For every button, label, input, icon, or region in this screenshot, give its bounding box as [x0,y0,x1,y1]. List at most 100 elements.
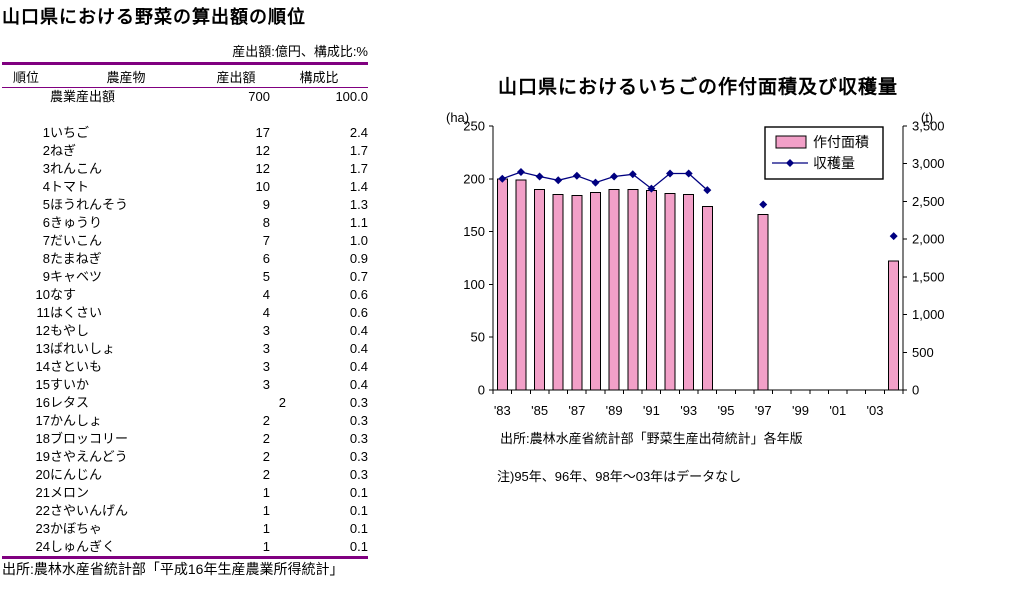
value-cell: 5 [262,269,270,284]
share-cell: 0.4 [349,377,368,392]
rank-cell: 14 [35,359,50,374]
crop-cell: すいか [50,377,90,392]
strawberry-chart-panel: 山口県におけるいちごの作付面積及び収穫量 (ha) (t) 250 200 150 100 5… [440,60,1032,500]
crop-cell: かんしょ [50,413,103,428]
value-cell: 9 [262,197,270,212]
right-tick-label: 0 [912,383,919,398]
share-cell: 1.3 [349,197,368,212]
bar-1986 [552,194,564,391]
x-tick-label: '87 [568,403,585,418]
bar-1988 [590,192,601,391]
share-cell: 1.1 [349,215,368,230]
crop-cell: たまねぎ [50,251,102,266]
table-row: 10 なす 4 0.6 [2,286,368,304]
value-cell: 4 [262,287,270,302]
axis-tick-labels: 2502001501005003,5003,0002,5002,0001,500… [463,119,944,419]
share-cell: 1.0 [349,233,368,248]
rank-cell: 20 [35,467,50,482]
share-cell: 0.1 [349,485,368,500]
bar-1990 [627,188,639,391]
table-row: 17 かんしょ 2 0.3 [2,412,368,430]
table-row: 9 キャベツ 5 0.7 [2,268,368,286]
rank-cell: 22 [35,503,50,518]
share-cell: 0.6 [349,305,368,320]
crop-cell: かぼちゃ [50,521,103,536]
crop-cell: さといも [50,359,103,374]
left-tick-label: 200 [463,171,485,186]
bar-2004 [888,260,900,391]
marker-1994 [703,186,712,195]
value-cell: 3 [262,323,270,338]
table-title: 山口県における野菜の算出額の順位 [2,7,306,27]
table-row: 20 にんじん 2 0.3 [2,466,368,484]
rank-cell: 23 [35,521,50,536]
bar-1984 [515,179,527,391]
x-tick-label: '89 [606,403,623,418]
harvest-line-segment [502,171,708,191]
marker-2004 [889,232,898,241]
left-tick-label: 50 [471,330,485,345]
bar-1991 [645,189,657,391]
value-cell: 2 [262,413,270,428]
rank-cell: 11 [36,305,51,320]
share-cell: 0.1 [349,521,368,536]
marker-1989 [610,172,619,181]
table-row: 13 ばれいしょ 3 0.4 [2,340,368,358]
x-tick-label: '85 [531,403,548,418]
right-tick-label: 1,000 [912,307,945,322]
col-header-crop: 農産物 [50,63,202,88]
table-row: 4 トマト 10 1.4 [2,178,368,196]
share-cell: 2.4 [349,125,368,140]
vegetable-output-ranking-panel: 山口県における野菜の算出額の順位 産出額:億円、構成比:% 順位 農産物 産出額… [2,6,368,578]
legend-diamond-icon [786,159,794,167]
share-cell: 1.4 [349,179,368,194]
value-cell: 6 [262,251,270,266]
crop-cell: きゅうり [50,215,103,230]
table-row: 2 ねぎ 12 1.7 [2,142,368,160]
crop-cell: いちご [50,125,90,140]
value-cell: 2 [262,449,270,464]
marker-1988 [591,178,600,187]
table-row: 11 はくさい 4 0.6 [2,304,369,322]
rank-cell: 24 [35,539,50,554]
right-axis-unit: (t) [921,110,933,125]
value-cell: 12 [255,161,270,176]
table-row: 22 さやいんげん 1 0.1 [2,502,368,520]
share-cell: 1.7 [349,161,368,176]
table-row: 3 れんこん 12 1.7 [2,160,368,178]
left-tick-label: 250 [463,119,485,134]
chart-title: 山口県におけるいちごの作付面積及び収穫量 [498,75,898,98]
bar-1992 [664,193,676,391]
rank-cell: 7 [42,233,50,248]
value-cell: 2 [262,431,270,446]
unit-note: 産出額:億円、構成比:% [232,44,368,59]
share-cell: 0.3 [349,467,368,482]
legend-bar-swatch [775,135,807,149]
table-row: 7 だいこん 7 1.0 [2,232,368,250]
table-row: 23 かぼちゃ 1 0.1 [2,520,368,538]
rank-cell: 16 [35,395,50,410]
table-row: 5 ほうれんそう 9 1.3 [2,196,368,214]
crop-cell: もやし [50,323,90,338]
share-cell: 0.1 [349,503,368,518]
rank-cell: 1 [42,125,50,140]
rank-cell: 18 [35,431,50,446]
marker-1984 [516,168,525,177]
marker-1993 [684,169,693,178]
crop-cell: ばれいしょ [50,341,116,356]
bar-1989 [608,188,620,391]
rank-cell: 4 [42,179,50,194]
share-cell: 0.3 [349,431,368,446]
crop-cell: トマト [50,179,90,194]
axes [489,125,907,394]
value-cell: 4 [262,305,270,320]
right-tick-label: 1,500 [912,269,945,284]
table-row: 16 レタス 2 0.3 [2,394,368,412]
marker-1990 [628,170,637,179]
share-cell: 0.6 [349,287,368,302]
left-tick-label: 100 [463,277,485,292]
bar-1987 [571,195,583,391]
bar-1997 [757,214,769,391]
marker-1987 [572,171,581,180]
